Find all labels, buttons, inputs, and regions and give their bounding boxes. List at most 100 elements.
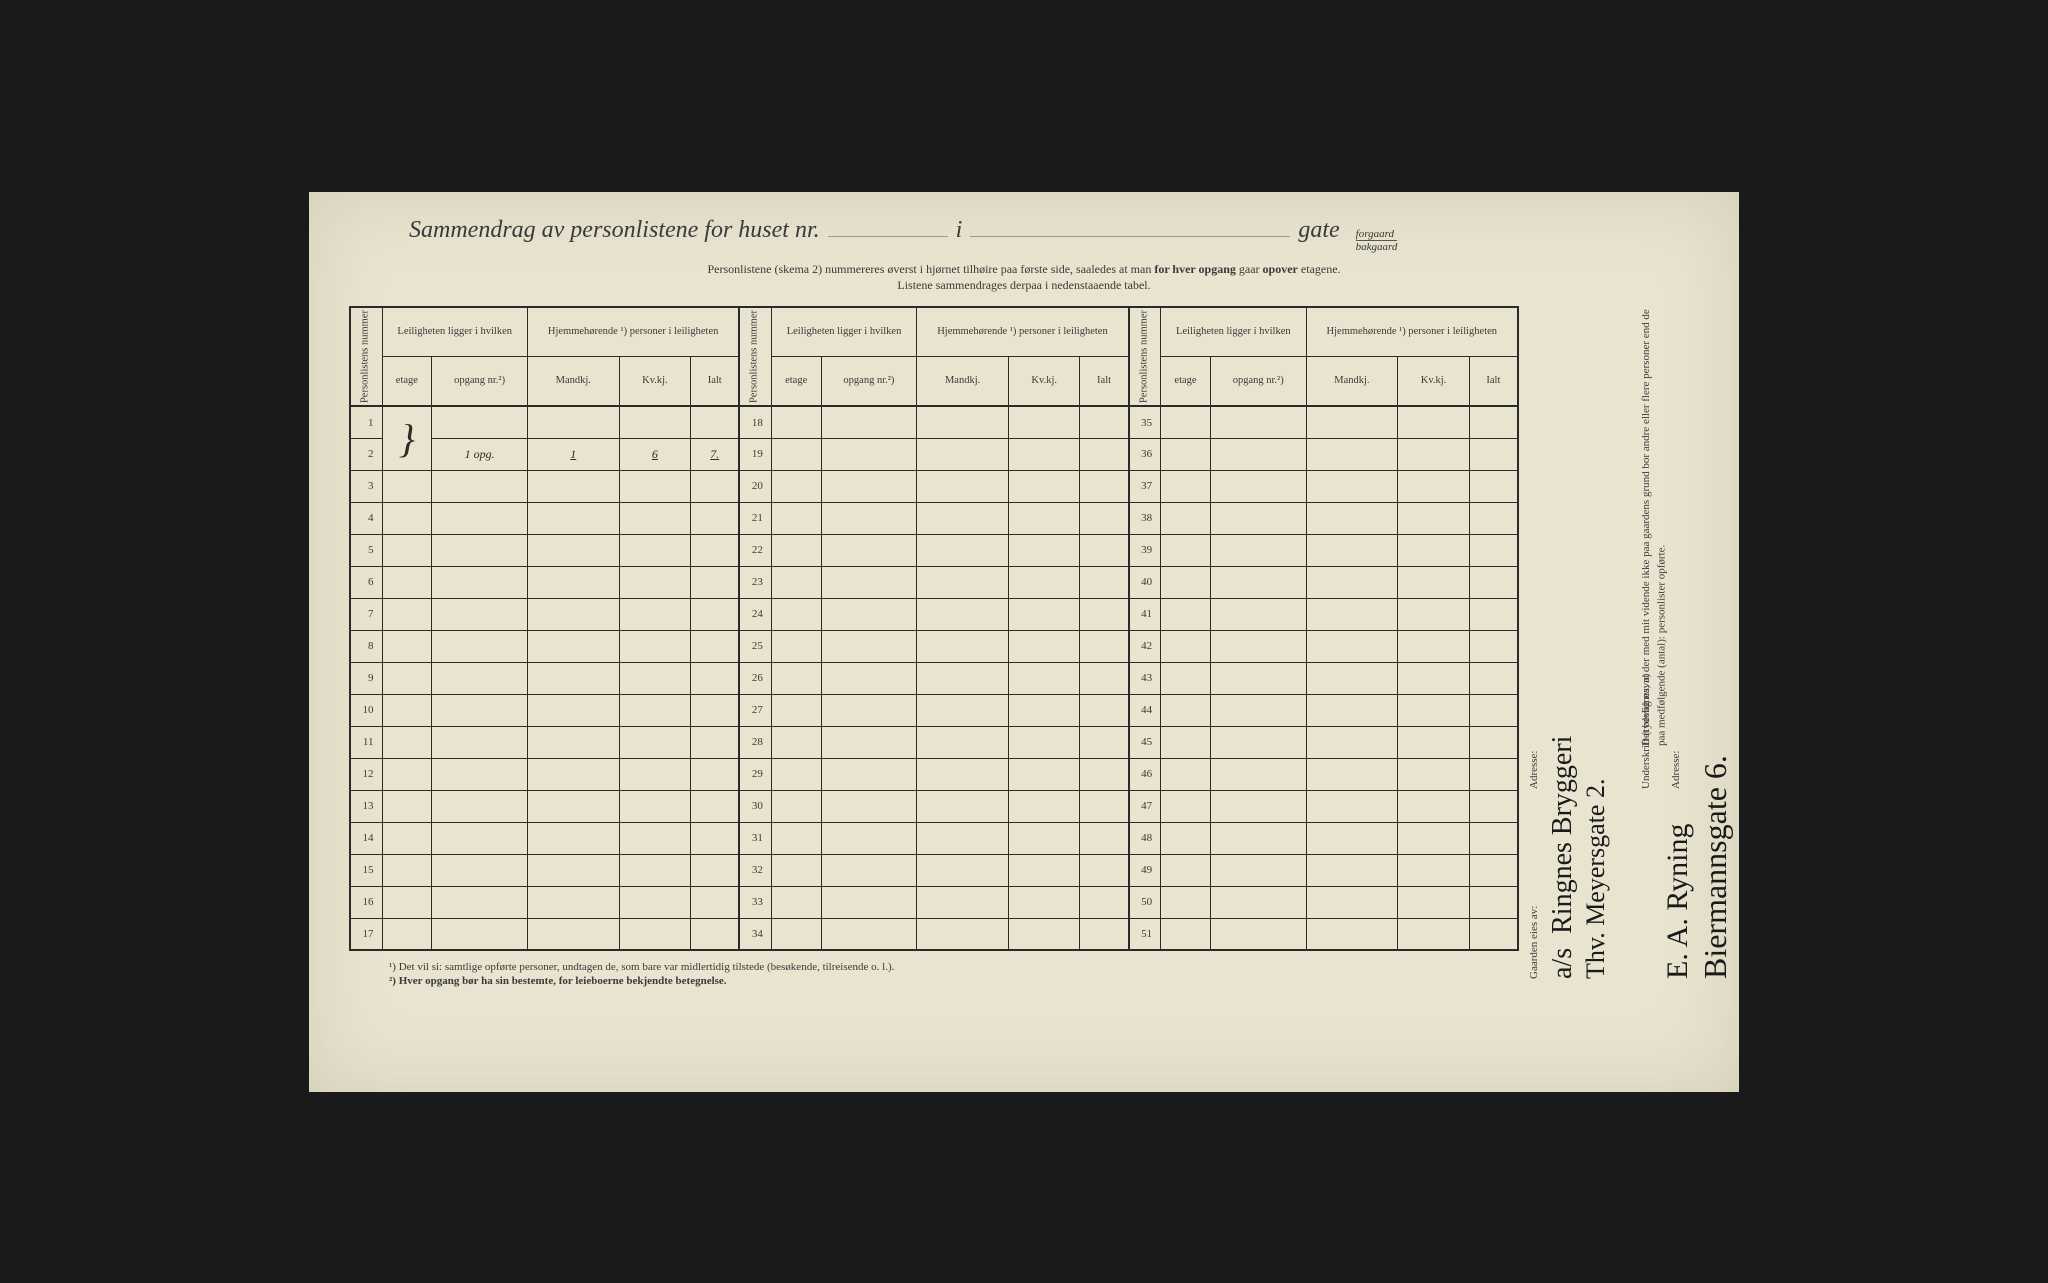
table-row: 153249 xyxy=(350,854,1518,886)
rownum-c3: 38 xyxy=(1129,502,1161,534)
rownum-c2: 33 xyxy=(739,886,771,918)
rownum-c3: 44 xyxy=(1129,694,1161,726)
table-row: 1}1835 xyxy=(350,406,1518,438)
census-body: 1}183521 opg.167.19363203742138522396234… xyxy=(350,406,1518,950)
forgaard-bakgaard: forgaard bakgaard xyxy=(1356,228,1398,253)
footnotes: ¹) Det vil si: samtlige opførte personer… xyxy=(349,961,1519,987)
rownum-c1: 5 xyxy=(350,534,382,566)
rownum-c3: 35 xyxy=(1129,406,1161,438)
rownum-c2: 32 xyxy=(739,854,771,886)
hw-opgang: 1 opg. xyxy=(432,438,528,470)
h-ialt-1: Ialt xyxy=(691,357,740,407)
rownum-c1: 12 xyxy=(350,758,382,790)
rownum-c1: 13 xyxy=(350,790,382,822)
table-row: 173451 xyxy=(350,918,1518,950)
rownum-c3: 45 xyxy=(1129,726,1161,758)
rownum-c2: 20 xyxy=(739,470,771,502)
rownum-c1: 2 xyxy=(350,438,382,470)
h-etage-1: etage xyxy=(382,357,432,407)
rownum-c2: 27 xyxy=(739,694,771,726)
h-hjemme-3: Hjemmehørende ¹) personer i leiligheten xyxy=(1306,307,1518,357)
main-layout: Personlistens nummer Leiligheten ligger … xyxy=(349,306,1699,989)
h-personlistens-3: Personlistens nummer xyxy=(1129,307,1161,406)
rownum-c1: 1 xyxy=(350,406,382,438)
h-kvkj-2: Kv.kj. xyxy=(1008,357,1080,407)
h-opgang-2: opgang nr.²) xyxy=(821,357,917,407)
title-blank-street xyxy=(970,236,1290,237)
title-main: Sammendrag av personlistene for huset nr… xyxy=(409,217,820,244)
h-hjemme-1: Hjemmehørende ¹) personer i leiligheten xyxy=(527,307,739,357)
rownum-c1: 15 xyxy=(350,854,382,886)
rownum-c3: 46 xyxy=(1129,758,1161,790)
underskrift-label: Underskrift (tydelig navn) xyxy=(1639,629,1654,789)
rownum-c2: 31 xyxy=(739,822,771,854)
rownum-c2: 26 xyxy=(739,662,771,694)
subtitle: Personlistene (skema 2) nummereres øvers… xyxy=(349,261,1699,295)
rownum-c1: 7 xyxy=(350,598,382,630)
h-mandkj-2: Mandkj. xyxy=(917,357,1009,407)
rownum-c2: 22 xyxy=(739,534,771,566)
footnote-2: ²) Hver opgang bør ha sin bestemte, for … xyxy=(389,975,1519,987)
sidebar: Gaarden eies av: a/s Ringnes Bryggeri Ad… xyxy=(1519,306,1699,989)
rownum-c1: 6 xyxy=(350,566,382,598)
rownum-c3: 39 xyxy=(1129,534,1161,566)
rownum-c2: 21 xyxy=(739,502,771,534)
addr-handwritten: Thv. Meyersgate 2. xyxy=(1581,699,1611,979)
rownum-c2: 24 xyxy=(739,598,771,630)
rownum-c3: 51 xyxy=(1129,918,1161,950)
h-opgang-1: opgang nr.²) xyxy=(432,357,528,407)
footnote-1: ¹) Det vil si: samtlige opførte personer… xyxy=(389,961,1519,973)
rownum-c2: 18 xyxy=(739,406,771,438)
h-leiligheten-2: Leiligheten ligger i hvilken xyxy=(771,307,916,357)
owner-handwritten: a/s Ringnes Bryggeri xyxy=(1547,699,1579,979)
table-row: 112845 xyxy=(350,726,1518,758)
title-gate: gate xyxy=(1298,217,1339,244)
h-mandkj-3: Mandkj. xyxy=(1306,357,1398,407)
table-area: Personlistens nummer Leiligheten ligger … xyxy=(349,306,1519,989)
rownum-c2: 25 xyxy=(739,630,771,662)
rownum-c2: 29 xyxy=(739,758,771,790)
h-etage-3: etage xyxy=(1161,357,1211,407)
addr2-handwritten: Biermannsgate 6. xyxy=(1697,599,1734,979)
title-row: Sammendrag av personlistene for huset nr… xyxy=(349,217,1699,253)
table-row: 2 1 opg.167.19 36 xyxy=(350,438,1518,470)
table-row: 3 20 37 xyxy=(350,470,1518,502)
rownum-c3: 37 xyxy=(1129,470,1161,502)
rownum-c3: 41 xyxy=(1129,598,1161,630)
title-i: i xyxy=(956,217,963,244)
rownum-c1: 4 xyxy=(350,502,382,534)
rownum-c1: 11 xyxy=(350,726,382,758)
h-personlistens-2: Personlistens nummer xyxy=(739,307,771,406)
rownum-c2: 30 xyxy=(739,790,771,822)
hw-ialt: 7. xyxy=(691,438,740,470)
rownum-c3: 40 xyxy=(1129,566,1161,598)
table-row: 4 21 38 xyxy=(350,502,1518,534)
table-row: 82542 xyxy=(350,630,1518,662)
rownum-c1: 9 xyxy=(350,662,382,694)
h-kvkj-3: Kv.kj. xyxy=(1398,357,1470,407)
rownum-c3: 36 xyxy=(1129,438,1161,470)
rownum-c2: 19 xyxy=(739,438,771,470)
hw-bracket: } xyxy=(382,406,432,470)
rownum-c3: 43 xyxy=(1129,662,1161,694)
h-leiligheten-1: Leiligheten ligger i hvilken xyxy=(382,307,527,357)
h-ialt-3: Ialt xyxy=(1469,357,1518,407)
hw-mandkj: 1 xyxy=(527,438,619,470)
h-kvkj-1: Kv.kj. xyxy=(619,357,691,407)
table-row: 5 22 39 xyxy=(350,534,1518,566)
rownum-c3: 48 xyxy=(1129,822,1161,854)
census-table: Personlistens nummer Leiligheten ligger … xyxy=(349,306,1519,951)
table-row: 10 27 44 xyxy=(350,694,1518,726)
table-row: 133047 xyxy=(350,790,1518,822)
h-etage-2: etage xyxy=(771,357,821,407)
rownum-c1: 10 xyxy=(350,694,382,726)
title-blank-nr xyxy=(828,236,948,237)
h-ialt-2: Ialt xyxy=(1080,357,1129,407)
table-row: 12 29 46 xyxy=(350,758,1518,790)
table-row: 9 26 43 xyxy=(350,662,1518,694)
owner-label: Gaarden eies av: xyxy=(1527,839,1542,979)
table-row: 143148 xyxy=(350,822,1518,854)
hw-kvkj: 6 xyxy=(619,438,691,470)
rownum-c1: 3 xyxy=(350,470,382,502)
rownum-c1: 17 xyxy=(350,918,382,950)
